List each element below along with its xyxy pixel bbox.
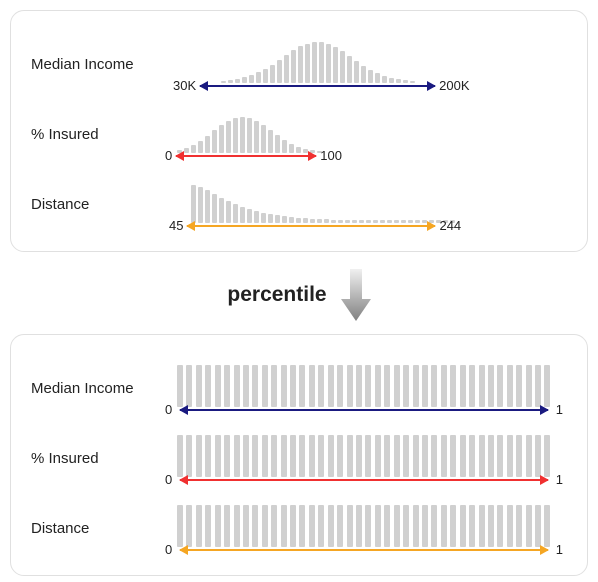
range-max: 100 (316, 148, 346, 163)
row-label: Median Income (31, 56, 161, 73)
arrow-line (180, 409, 548, 411)
range-min: 0 (161, 542, 176, 557)
arrow-line (180, 549, 548, 551)
row-distance: Distance01 (31, 493, 567, 563)
transform-section: percentile (10, 264, 588, 326)
range-min: 0 (161, 402, 176, 417)
range-min: 30K (169, 78, 200, 93)
transform-label: percentile (227, 283, 326, 307)
arrow-line (180, 479, 548, 481)
range-min: 45 (165, 218, 187, 233)
distribution-area: 0 100 (161, 99, 567, 169)
after-panel: Median Income01% Insured01Distance01 (10, 334, 588, 576)
range-min: 0 (161, 148, 176, 163)
range-max: 1 (552, 542, 567, 557)
row-median-income: Median Income 30K 200K (31, 29, 567, 99)
range-max: 244 (435, 218, 465, 233)
range-arrow: 01 (161, 472, 567, 487)
row-label: % Insured (31, 126, 161, 143)
histogram-bars (221, 42, 415, 83)
row-label: % Insured (31, 450, 161, 467)
arrow-line (200, 85, 435, 87)
range-arrow: 45 244 (165, 218, 465, 233)
row-label: Distance (31, 520, 161, 537)
histogram-bars (177, 435, 551, 477)
distribution-area: 30K 200K (161, 29, 567, 99)
histogram-bars (177, 365, 551, 407)
distribution-area: 01 (161, 353, 567, 423)
before-panel: Median Income 30K 200K % Insured0 100 Distanc… (10, 10, 588, 252)
range-max: 200K (435, 78, 473, 93)
arrow-line (187, 225, 435, 227)
row-label: Distance (31, 196, 161, 213)
histogram-bars (177, 505, 551, 547)
range-max: 1 (552, 402, 567, 417)
range-max: 1 (552, 472, 567, 487)
distribution-area: 01 (161, 423, 567, 493)
range-arrow: 30K 200K (169, 78, 474, 93)
arrow-line (176, 155, 316, 157)
range-min: 0 (161, 472, 176, 487)
row-pct-insured: % Insured0 100 (31, 99, 567, 169)
distribution-area: 45 244 (161, 169, 567, 239)
distribution-area: 01 (161, 493, 567, 563)
row-pct-insured: % Insured01 (31, 423, 567, 493)
row-median-income: Median Income01 (31, 353, 567, 423)
range-arrow: 0 100 (161, 148, 346, 163)
down-arrow-icon (341, 269, 371, 321)
range-arrow: 01 (161, 542, 567, 557)
row-distance: Distance 45 244 (31, 169, 567, 239)
row-label: Median Income (31, 380, 161, 397)
range-arrow: 01 (161, 402, 567, 417)
